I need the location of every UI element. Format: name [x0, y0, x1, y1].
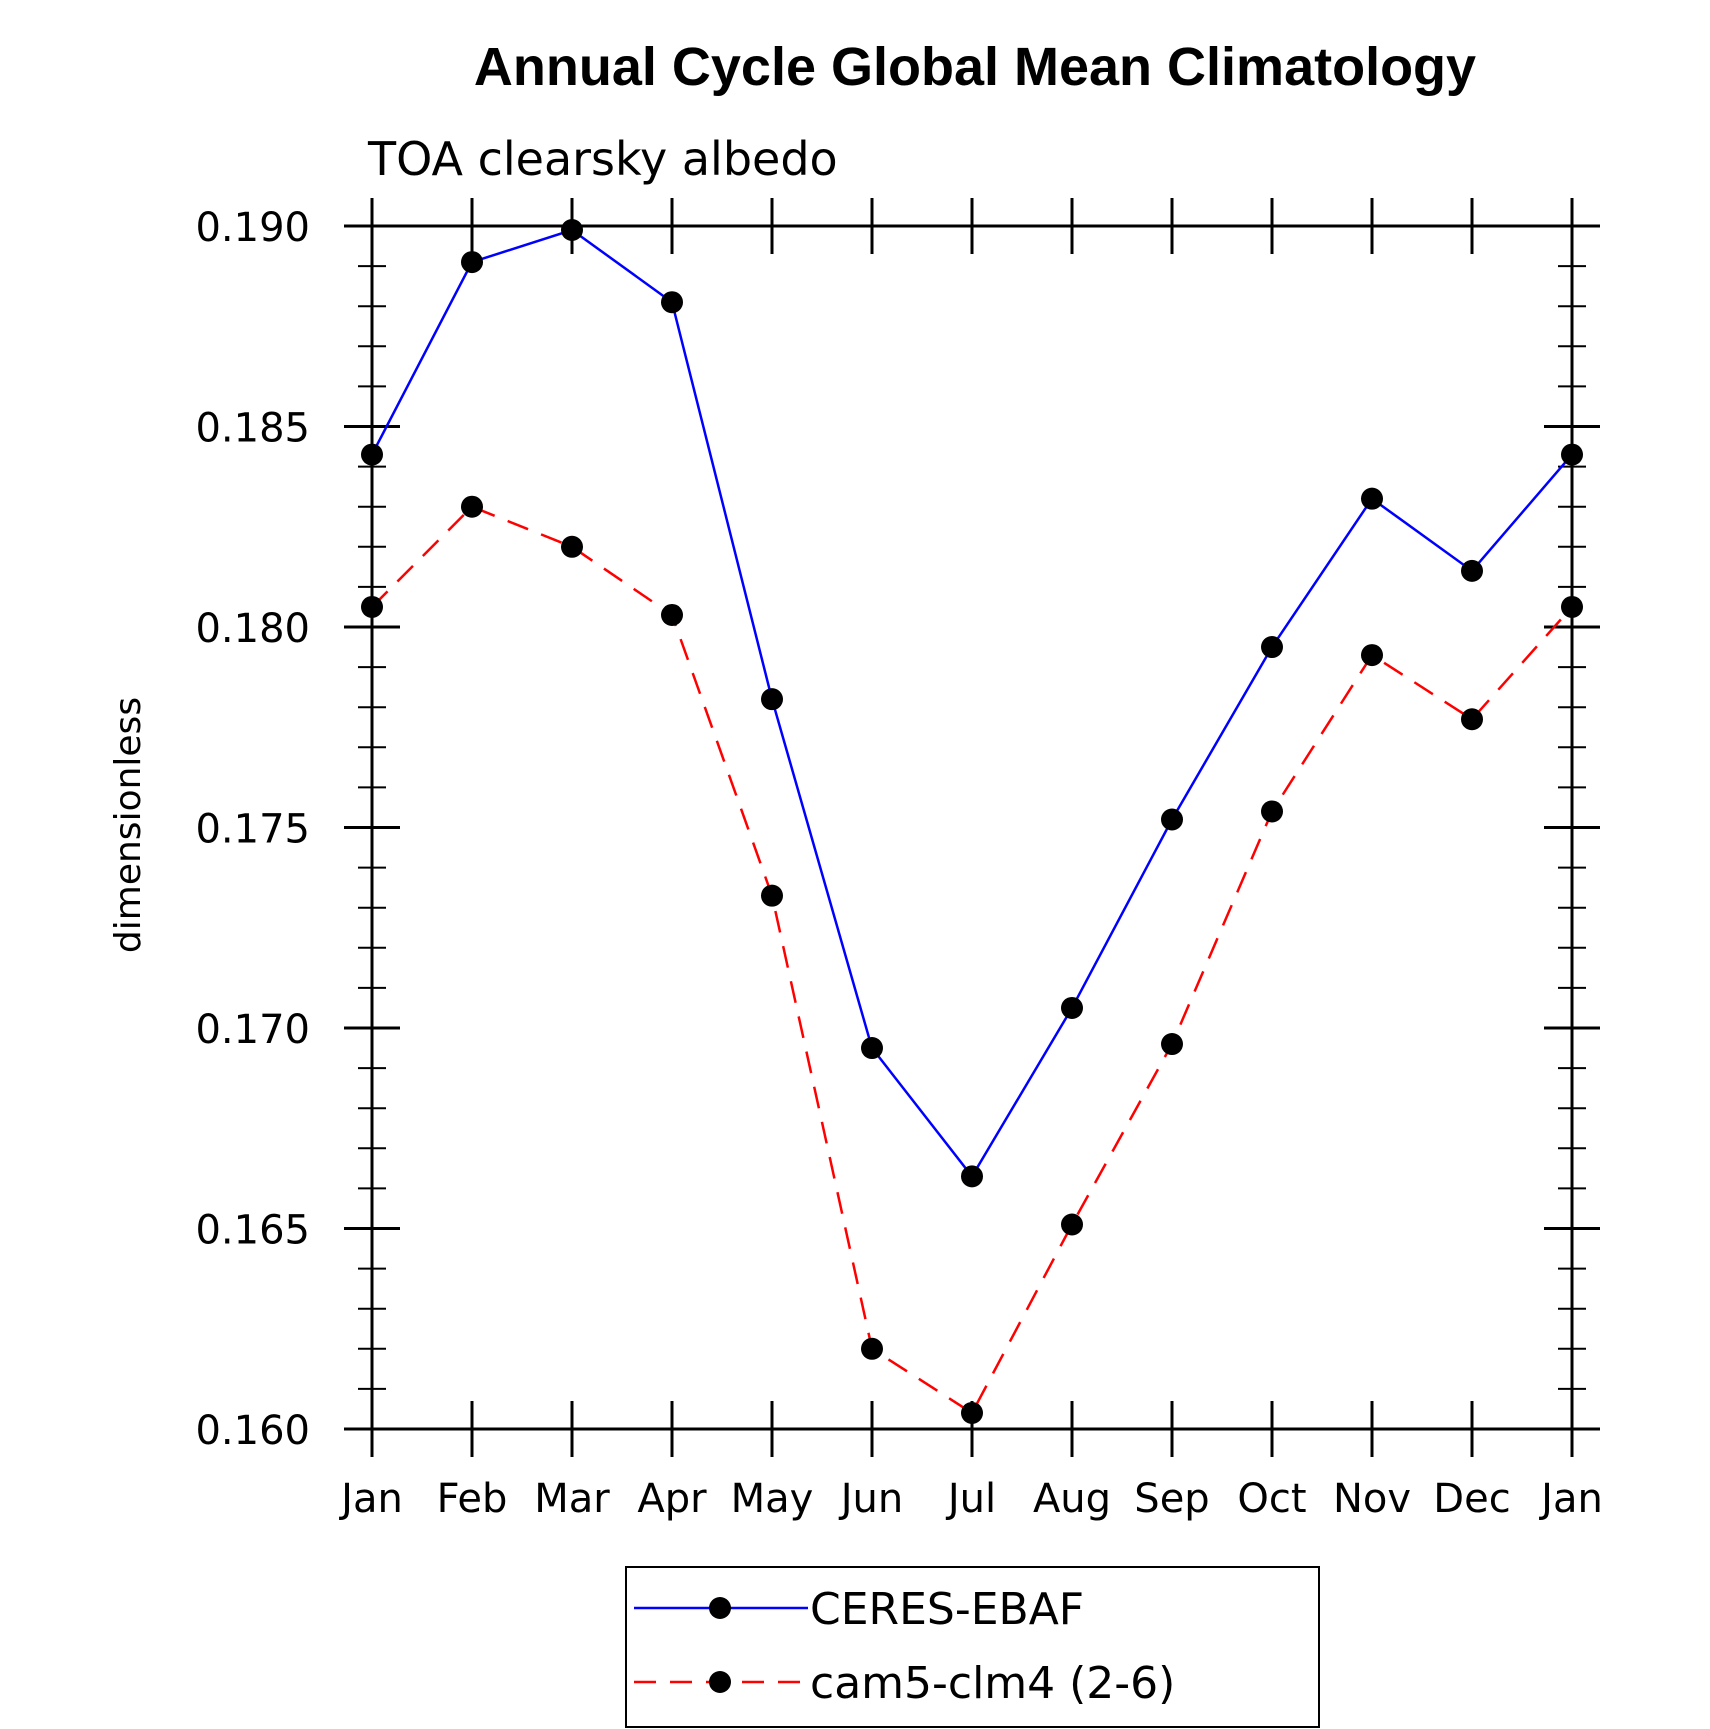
series-1-point	[561, 535, 583, 558]
series-1-point	[1261, 800, 1283, 823]
x-tick-label: Aug	[1033, 1476, 1111, 1522]
series-0-point	[961, 1165, 983, 1188]
legend-marker-0	[709, 1597, 731, 1619]
legend-label-1: cam5-clm4 (2-6)	[810, 1658, 1175, 1709]
series-0-point	[1161, 808, 1183, 831]
y-tick-label: 0.180	[195, 606, 310, 652]
chart-title: Annual Cycle Global Mean Climatology	[474, 37, 1476, 97]
x-tick-label: Mar	[534, 1476, 610, 1522]
plot-frame	[370, 224, 1574, 1431]
x-tick-label: Sep	[1134, 1476, 1209, 1522]
x-tick-label: Dec	[1433, 1476, 1510, 1522]
legend-box	[625, 1566, 1320, 1728]
series-1-point	[861, 1337, 883, 1360]
chart-subtitle: TOA clearsky albedo	[367, 132, 838, 186]
x-tick-label: Nov	[1333, 1476, 1411, 1522]
legend: CERES-EBAF cam5-clm4 (2-6)	[625, 1566, 1320, 1728]
series-1-point	[1061, 1213, 1083, 1236]
x-tick-label: Feb	[437, 1476, 508, 1522]
series-1-point	[461, 495, 483, 518]
series-0-point	[361, 443, 383, 466]
series-0-point	[761, 688, 783, 711]
series-line-1	[371, 505, 1573, 1415]
x-tick-label: Jun	[838, 1476, 904, 1522]
x-tick-label: Jul	[945, 1476, 996, 1522]
series-0-point	[861, 1037, 883, 1060]
axis-ticks: Jan Feb Mar Apr May Jun Jul Aug Sep Oct Nov Dec Jan 0…	[195, 198, 1603, 1522]
series-0-point	[1561, 443, 1583, 466]
series-1-point	[361, 595, 383, 618]
series-1-point	[1561, 595, 1583, 618]
series-1-point	[661, 603, 683, 626]
legend-marker-1	[709, 1671, 731, 1693]
y-tick-label: 0.160	[195, 1408, 310, 1454]
series-0-point	[561, 219, 583, 242]
series-0-point	[661, 291, 683, 314]
series-0-point	[1061, 996, 1083, 1019]
series-1-point	[1461, 708, 1483, 731]
series-1-point	[1361, 644, 1383, 667]
y-axis-label: dimensionless	[108, 697, 149, 953]
y-tick-label: 0.175	[195, 807, 310, 853]
y-tick-label: 0.170	[195, 1007, 310, 1053]
y-tick-label: 0.190	[195, 205, 310, 251]
x-tick-label: Jan	[1538, 1476, 1603, 1522]
series-0-point	[1461, 559, 1483, 582]
series-0-point	[461, 251, 483, 274]
x-tick-label: Oct	[1237, 1476, 1306, 1522]
series-0-point	[1361, 487, 1383, 510]
series-1-point	[961, 1401, 983, 1424]
x-tick-label: Jan	[338, 1476, 403, 1522]
series-1-point	[1161, 1033, 1183, 1056]
x-tick-label: May	[731, 1476, 814, 1522]
legend-label-0: CERES-EBAF	[810, 1584, 1084, 1635]
y-tick-label: 0.165	[195, 1208, 310, 1254]
y-tick-label: 0.185	[195, 406, 310, 452]
series-1-point	[761, 884, 783, 907]
series-0-point	[1261, 636, 1283, 659]
series-line-0	[370, 228, 1573, 1179]
x-tick-label: Apr	[637, 1476, 707, 1522]
series-layer	[361, 219, 1583, 1424]
